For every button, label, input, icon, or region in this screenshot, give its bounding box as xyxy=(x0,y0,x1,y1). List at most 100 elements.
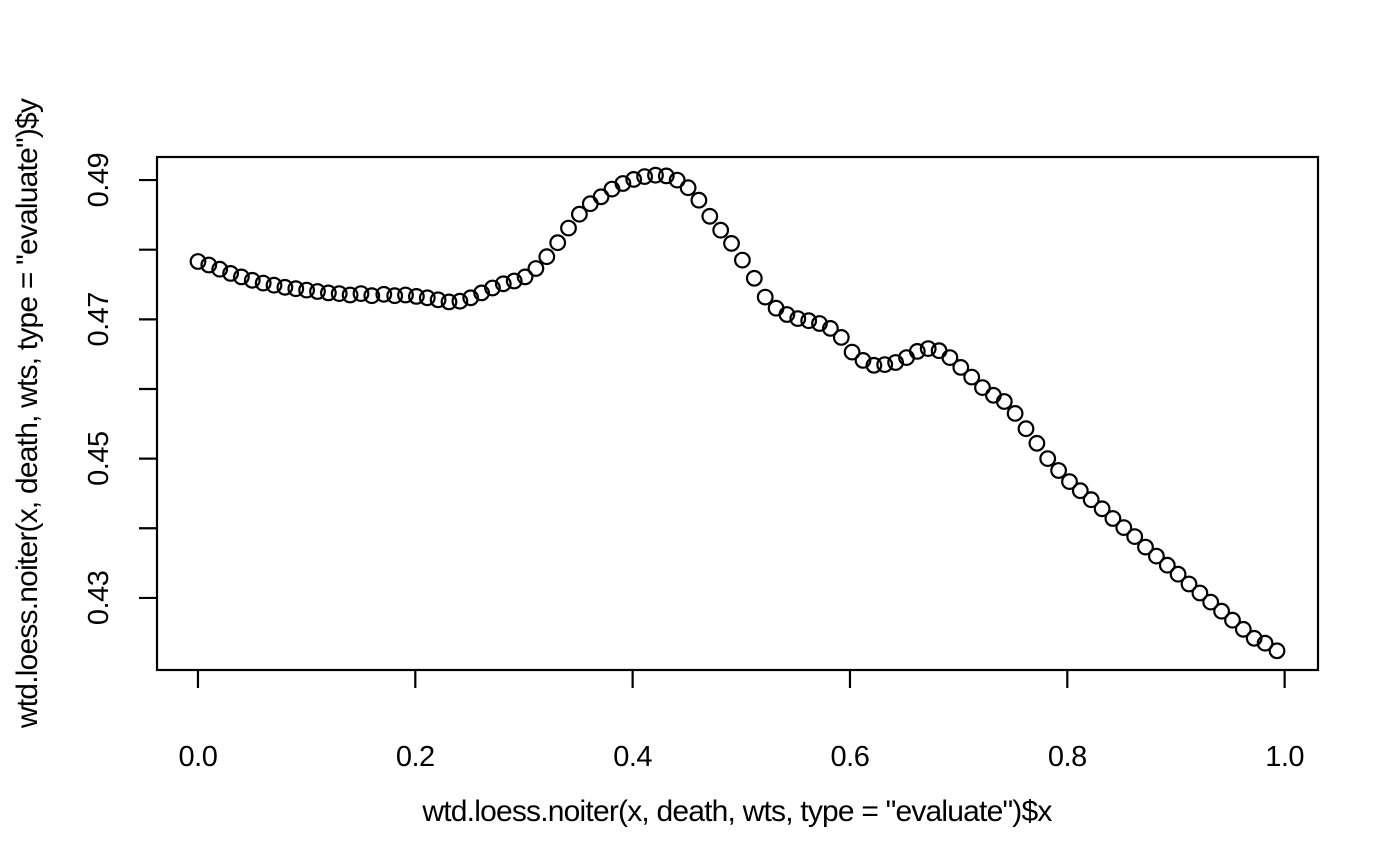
data-point xyxy=(232,268,250,286)
data-point xyxy=(1017,420,1035,438)
plot-area-border xyxy=(155,155,1320,672)
data-point xyxy=(865,356,883,374)
data-point xyxy=(756,288,774,306)
data-point xyxy=(386,287,404,305)
x-tick-label: 0.8 xyxy=(1048,741,1087,773)
data-point xyxy=(800,312,818,330)
data-point xyxy=(657,167,675,185)
data-point xyxy=(832,329,850,346)
data-point xyxy=(1061,473,1078,491)
data-point xyxy=(1093,500,1111,518)
data-point xyxy=(952,359,970,376)
data-point xyxy=(309,283,326,300)
data-point xyxy=(1082,491,1100,509)
x-axis-title: wtd.loess.noiter(x, death, wts, type = "… xyxy=(421,795,1052,828)
x-axis: 0.0 0.2 0.4 0.6 0.8 1.0 xyxy=(179,670,1305,773)
data-point xyxy=(440,293,458,311)
data-point xyxy=(734,251,751,269)
data-point xyxy=(1039,450,1057,468)
data-point xyxy=(189,253,207,270)
data-point xyxy=(243,271,261,289)
data-point xyxy=(494,275,512,293)
data-point xyxy=(1126,528,1144,545)
data-point xyxy=(1245,629,1263,647)
data-point xyxy=(1158,556,1176,574)
data-point xyxy=(854,352,872,369)
data-point xyxy=(690,191,708,209)
data-point xyxy=(723,234,740,252)
data-point xyxy=(408,288,425,305)
data-point xyxy=(963,368,981,386)
data-point xyxy=(811,315,828,332)
data-point xyxy=(341,286,359,304)
y-tick-label: 0.47 xyxy=(83,292,115,346)
data-point xyxy=(679,179,697,197)
data-point xyxy=(767,299,785,317)
x-tick-label: 0.0 xyxy=(179,741,218,773)
data-point xyxy=(1104,510,1122,527)
x-tick-label: 0.4 xyxy=(613,741,652,773)
data-point xyxy=(1224,611,1241,629)
data-point xyxy=(320,284,337,302)
data-point xyxy=(516,268,534,286)
data-point xyxy=(995,393,1013,410)
data-point xyxy=(636,168,653,186)
data-point xyxy=(1256,634,1274,652)
data-point xyxy=(451,292,469,310)
data-point xyxy=(484,279,501,297)
data-point xyxy=(908,343,926,360)
data-point xyxy=(571,205,588,223)
data-point xyxy=(330,285,348,303)
data-point xyxy=(538,248,556,266)
data-point xyxy=(418,289,436,307)
data-point xyxy=(560,219,577,237)
y-axis-title: wtd.loess.noiter(x, death, wts, type = "… xyxy=(11,98,44,729)
data-point xyxy=(363,287,381,305)
data-point xyxy=(1050,462,1067,479)
data-point xyxy=(581,195,599,213)
data-point xyxy=(919,340,937,358)
data-point xyxy=(352,285,370,303)
data-point xyxy=(1115,519,1133,536)
x-tick-label: 1.0 xyxy=(1265,741,1304,773)
data-point xyxy=(778,306,796,323)
x-tick-label: 0.6 xyxy=(831,741,870,773)
data-point xyxy=(745,269,763,287)
data-point xyxy=(1213,602,1230,620)
data-point xyxy=(822,320,839,337)
data-point xyxy=(254,274,272,292)
data-point xyxy=(462,289,480,307)
data-point xyxy=(647,166,664,184)
data-point xyxy=(1147,547,1165,565)
data-point xyxy=(1071,482,1089,500)
data-point xyxy=(276,278,294,296)
data-point xyxy=(549,234,567,252)
data-point xyxy=(941,349,959,367)
data-point xyxy=(843,343,861,361)
data-point xyxy=(287,280,305,298)
data-point xyxy=(1234,620,1252,638)
data-point xyxy=(298,281,316,299)
data-point xyxy=(1202,593,1220,611)
data-point xyxy=(625,170,643,188)
y-tick-label: 0.43 xyxy=(83,571,115,625)
data-point xyxy=(701,207,719,225)
data-point xyxy=(429,291,447,309)
y-tick-label: 0.49 xyxy=(83,153,115,207)
data-point xyxy=(592,188,610,206)
data-point xyxy=(222,265,240,282)
data-point xyxy=(1268,642,1286,660)
data-point xyxy=(876,356,894,374)
data-point xyxy=(930,342,948,360)
data-point xyxy=(1169,565,1187,583)
data-point xyxy=(505,272,523,290)
data-point xyxy=(668,171,686,189)
data-point xyxy=(1006,405,1024,422)
y-axis: 0.43 0.45 0.47 0.49 xyxy=(83,153,157,625)
data-point xyxy=(712,221,730,239)
data-point xyxy=(211,260,229,278)
data-point xyxy=(1191,584,1209,602)
data-points-layer xyxy=(189,166,1286,660)
data-point xyxy=(985,386,1002,404)
